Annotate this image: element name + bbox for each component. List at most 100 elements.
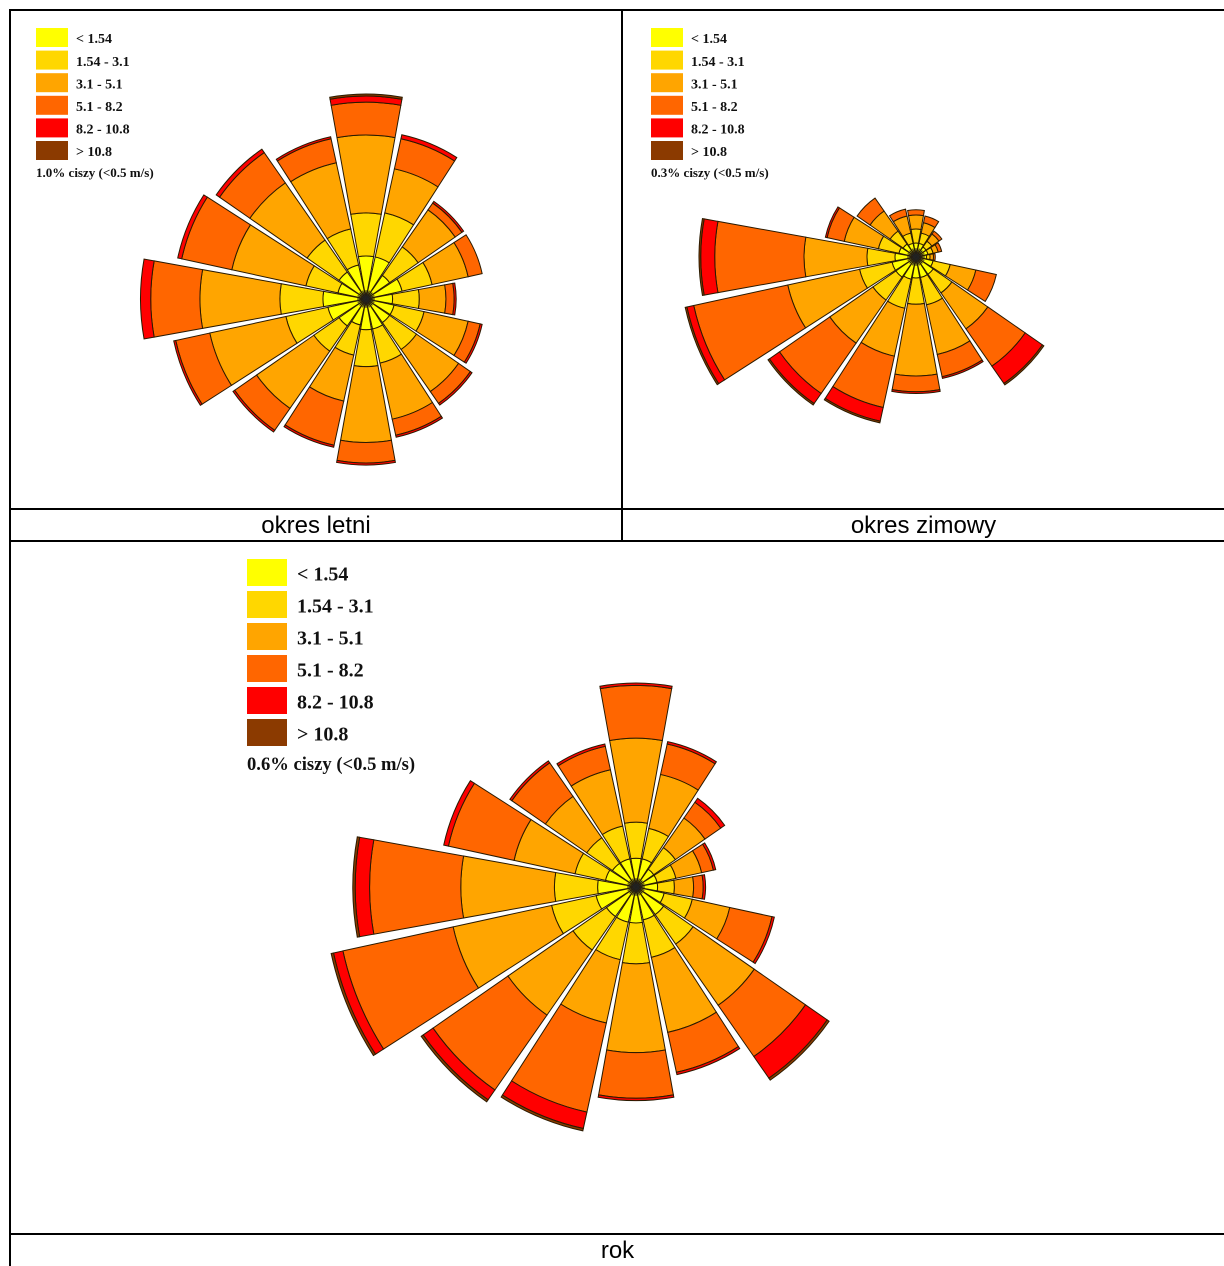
segment-bin-3 xyxy=(966,269,997,303)
segment-bin-3 xyxy=(330,101,402,139)
center-spoke xyxy=(909,256,917,264)
segment-bin-5 xyxy=(500,1094,584,1132)
segment-bin-5 xyxy=(684,306,720,386)
center-spoke xyxy=(365,290,370,300)
petal-292.5 xyxy=(177,194,367,300)
petal-157.5 xyxy=(635,886,741,1076)
segment-bin-3 xyxy=(714,220,807,294)
petal-112.5 xyxy=(635,886,775,965)
legend-swatch xyxy=(651,50,683,70)
legend-swatch xyxy=(651,28,683,47)
petal-202.5 xyxy=(823,256,917,424)
segment-bin-5 xyxy=(329,93,403,100)
legend-swatch xyxy=(247,719,287,746)
segment-bin-3 xyxy=(453,234,483,278)
segment-bin-2 xyxy=(673,876,695,898)
legend-label: 5.1 - 8.2 xyxy=(76,100,123,115)
legend-swatch xyxy=(247,655,287,682)
legend-swatch xyxy=(247,623,287,650)
legend-swatch xyxy=(36,50,68,70)
calm-label: 0.6% ciszy (<0.5 m/s) xyxy=(247,754,415,775)
segment-bin-4 xyxy=(452,282,457,316)
legend: < 1.54 1.54 - 3.1 3.1 - 5.1 5.1 - 8.2 8.2 - … xyxy=(36,28,154,180)
segment-bin-3 xyxy=(934,242,943,253)
legend-label: 1.54 - 3.1 xyxy=(691,55,745,70)
legend-label: 8.2 - 10.8 xyxy=(691,123,745,138)
center-spoke xyxy=(635,886,643,894)
center-spoke xyxy=(915,256,925,261)
center-spoke xyxy=(627,883,637,888)
segment-bin-5 xyxy=(352,836,361,938)
segment-bin-4 xyxy=(666,741,718,765)
petal-180 xyxy=(597,886,675,1102)
center-spoke xyxy=(359,292,367,300)
legend-label: 1.54 - 3.1 xyxy=(297,596,374,618)
legend-swatch xyxy=(651,141,683,160)
petal-247.5 xyxy=(173,298,367,407)
segment-bin-2 xyxy=(336,134,396,215)
legend-label: 5.1 - 8.2 xyxy=(691,100,738,115)
center-spoke xyxy=(632,886,637,896)
segment-bin-2 xyxy=(417,284,447,314)
segment-bin-4 xyxy=(891,389,941,394)
center-spoke xyxy=(635,886,645,891)
segment-bin-3 xyxy=(336,439,396,464)
center-spoke xyxy=(365,292,373,300)
segment-bin-4 xyxy=(395,415,444,438)
center-spoke xyxy=(915,248,920,258)
center-spoke xyxy=(362,290,367,300)
segment-bin-3 xyxy=(369,839,465,935)
segment-bin-5 xyxy=(768,1019,830,1081)
legend-label: < 1.54 xyxy=(691,32,727,47)
petal-337.5 xyxy=(275,136,367,300)
segment-bin-3 xyxy=(856,197,885,226)
petal-247.5 xyxy=(330,886,637,1057)
center-spoke xyxy=(365,298,373,306)
petal-202.5 xyxy=(283,298,367,448)
segment-bin-3 xyxy=(922,215,940,229)
legend-swatch xyxy=(247,591,287,618)
segment-bin-4 xyxy=(177,194,208,260)
petal-225 xyxy=(232,298,367,433)
center-spoke xyxy=(362,298,367,308)
center-spoke xyxy=(629,880,637,888)
segment-bin-3 xyxy=(931,230,943,242)
segment-bin-4 xyxy=(283,424,335,448)
center-spoke xyxy=(635,880,643,888)
legend-label: > 10.8 xyxy=(691,145,727,160)
legend-swatch xyxy=(651,118,683,138)
row-divider xyxy=(9,540,1224,542)
legend-swatch xyxy=(36,95,68,115)
petal-45 xyxy=(635,797,726,888)
segment-bin-4 xyxy=(701,874,707,900)
petal-270 xyxy=(698,217,917,297)
center-spoke xyxy=(629,886,637,894)
center-spoke xyxy=(909,250,917,258)
center-spoke xyxy=(912,256,917,266)
segment-bin-3 xyxy=(444,282,455,316)
petal-225 xyxy=(420,886,637,1103)
center-spoke xyxy=(627,886,637,891)
center-spoke xyxy=(365,295,375,300)
petal-180 xyxy=(336,298,396,466)
segment-bin-2 xyxy=(907,214,925,231)
segment-bin-3 xyxy=(891,373,941,393)
center-spoke xyxy=(915,256,923,264)
legend-label: 8.2 - 10.8 xyxy=(297,692,374,714)
center-spoke xyxy=(915,250,923,258)
petal-292.5 xyxy=(443,779,637,888)
petal-270 xyxy=(352,836,637,938)
center-spoke xyxy=(915,253,925,258)
petal-270 xyxy=(140,258,367,340)
petal-135 xyxy=(635,886,830,1081)
petal-90 xyxy=(635,874,707,900)
segment-bin-4 xyxy=(232,389,276,433)
segment-bin-4 xyxy=(941,359,984,379)
segment-bin-4 xyxy=(437,370,473,406)
segment-bin-3 xyxy=(150,260,204,338)
petal-112.5 xyxy=(915,256,997,303)
segment-bin-3 xyxy=(598,1049,674,1099)
legend-swatch xyxy=(36,28,68,47)
petal-67.5 xyxy=(365,234,483,300)
caption-year: rok xyxy=(600,1237,635,1264)
